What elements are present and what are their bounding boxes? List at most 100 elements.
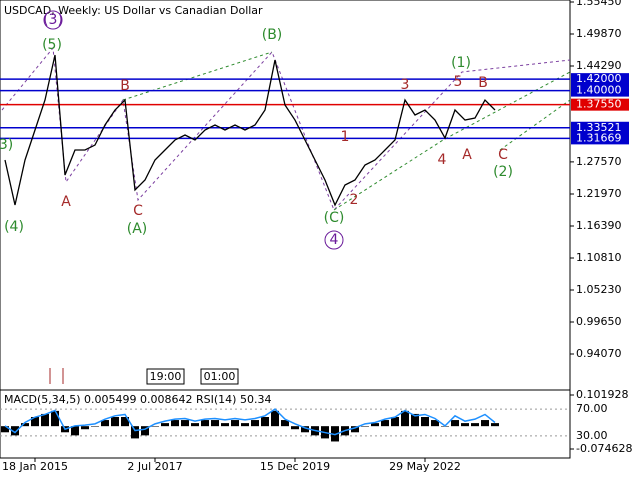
macd-bar: [291, 426, 299, 430]
x-tick-label: 29 May 2022: [389, 460, 461, 473]
macd-bar: [111, 416, 119, 427]
y-tick-label: 1.27570: [576, 155, 622, 168]
y-tick-label: -0.074628: [576, 442, 632, 455]
macd-bar: [121, 416, 129, 427]
plot-frame: [0, 0, 571, 459]
macd-bar: [51, 410, 59, 427]
price-line: [4, 54, 496, 207]
time-box: [146, 368, 185, 385]
macd-bar: [161, 423, 169, 427]
macd-bar: [201, 420, 209, 427]
macd-bar: [461, 423, 469, 427]
y-tick-label: 0.101928: [576, 388, 629, 401]
y-tick-label: 1.21970: [576, 187, 622, 200]
indicator-label: MACD(5,34,5) 0.005499 0.008642 RSI(14) 5…: [4, 393, 271, 406]
time-label: 01:00: [204, 370, 236, 383]
y-tick-label: 1.16390: [576, 219, 622, 232]
macd-bar: [371, 423, 379, 427]
level-box: [571, 98, 629, 111]
macd-bar: [31, 416, 39, 427]
level-box: [571, 132, 629, 145]
macd-bar: [281, 420, 289, 427]
macd-bar: [391, 416, 399, 427]
macd-bar: [101, 420, 109, 427]
level-box: [571, 84, 629, 97]
wave-label: (5): [42, 37, 62, 53]
wave-label: 3: [401, 77, 410, 93]
level-label: 1.42000: [576, 72, 622, 85]
macd-bar: [1, 426, 9, 433]
macd-bar: [471, 423, 479, 427]
wave-label: 4: [438, 152, 447, 168]
macd-bar: [451, 420, 459, 427]
y-tick-label: 1.55450: [576, 0, 622, 8]
wave-label: (1): [451, 55, 471, 71]
wave-label: C: [498, 147, 508, 163]
macd-bar: [81, 426, 89, 430]
wave-label: (2): [493, 164, 513, 180]
level-label: 1.37550: [576, 98, 622, 111]
macd-bar: [491, 423, 499, 427]
macd-bar: [401, 410, 409, 427]
wave-label: C: [133, 203, 143, 219]
wave-circle: [324, 230, 344, 250]
wave-label: 2: [350, 192, 359, 208]
macd-bar: [11, 426, 19, 436]
wave-lines: [1, 46, 571, 211]
macd-bar: [171, 420, 179, 427]
wave-label: (3): [43, 12, 63, 28]
y-tick-label: 1.10810: [576, 251, 622, 264]
y-tick-label: 1.44290: [576, 59, 622, 72]
level-label: 1.31669: [576, 131, 622, 144]
macd-bar: [231, 420, 239, 427]
time-label: 19:00: [150, 370, 182, 383]
macd-bar: [221, 423, 229, 427]
macd-bar: [431, 420, 439, 427]
level-label: 1.40000: [576, 84, 622, 97]
macd-bar: [301, 426, 309, 433]
y-tick-label: 0.94070: [576, 347, 622, 360]
wave-label: (4): [4, 219, 24, 235]
level-box: [571, 73, 629, 86]
x-tick-label: 2 Jul 2017: [127, 460, 182, 473]
wave-circle: [43, 10, 63, 30]
x-tick-label: 18 Jan 2015: [2, 460, 68, 473]
wave-label: 4: [330, 232, 339, 248]
macd-bar: [181, 420, 189, 427]
wave-label: A: [462, 147, 472, 163]
macd-bar: [481, 420, 489, 427]
macd-bar: [21, 423, 29, 427]
macd-bar: [191, 423, 199, 427]
macd-bar: [141, 426, 149, 436]
y2-tick-label: 70.00: [576, 402, 608, 415]
y-tick-label: 0.99650: [576, 315, 622, 328]
macd-bar: [251, 420, 259, 427]
y-tick-label: 1.05230: [576, 283, 622, 296]
y2-tick-label: 30.00: [576, 429, 608, 442]
macd-bar: [241, 423, 249, 427]
wave-label: (A): [127, 221, 148, 237]
time-box: [200, 368, 239, 385]
macd-bar: [351, 426, 359, 433]
y-tick-label: 1.49870: [576, 27, 622, 40]
macd-bar: [381, 420, 389, 427]
macd-bar: [131, 426, 139, 439]
level-box: [571, 121, 629, 134]
macd-bar: [41, 413, 49, 427]
macd-bar: [71, 426, 79, 436]
wave-label: A: [61, 194, 71, 210]
macd-bar: [91, 426, 99, 427]
wave-label: (C): [324, 210, 345, 226]
wave-label: B: [120, 78, 130, 94]
wave-label: B: [478, 75, 488, 91]
wave-label: (B): [262, 27, 283, 43]
rsi-line: [4, 408, 496, 436]
macd-bar: [361, 426, 369, 427]
macd-bar: [421, 416, 429, 427]
macd-bar: [151, 426, 159, 427]
macd-bar: [271, 410, 279, 427]
wave-label: 3): [0, 137, 13, 153]
wave-label: 1: [341, 129, 350, 145]
macd-bar: [411, 413, 419, 427]
